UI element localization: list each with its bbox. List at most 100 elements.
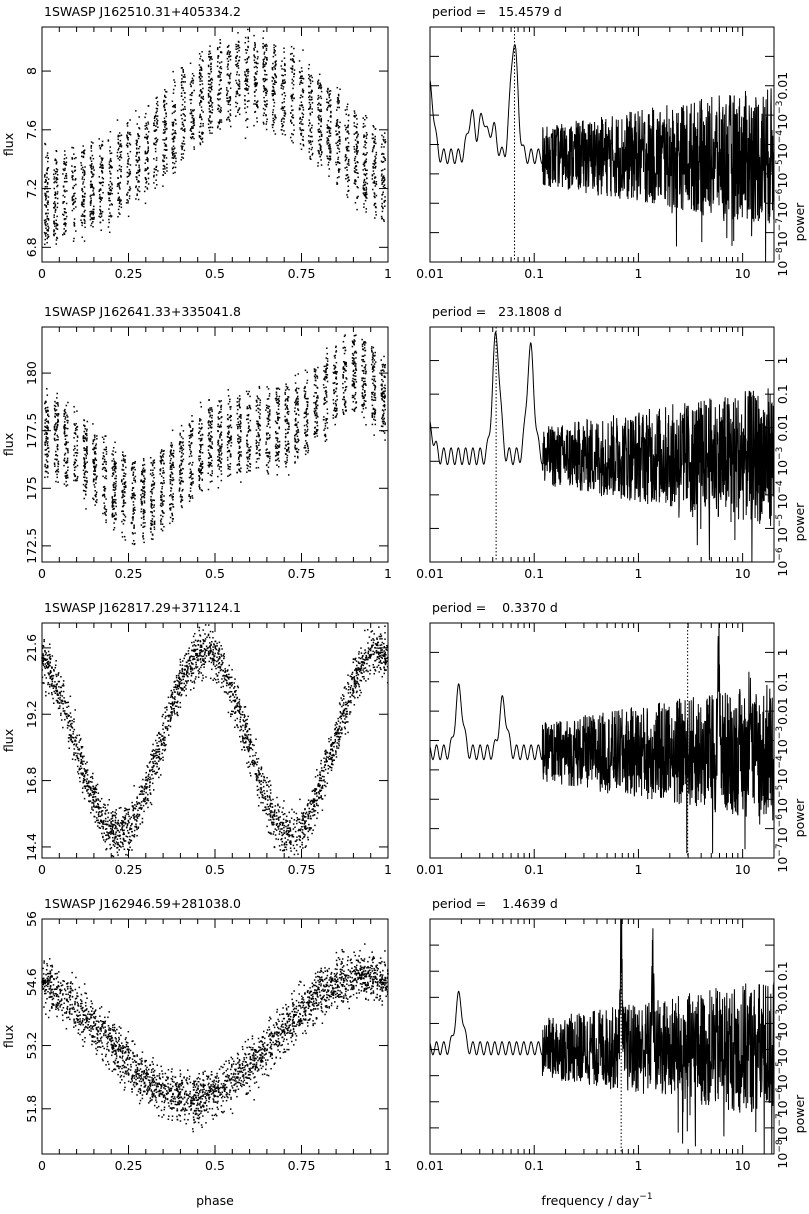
y-axis-label: flux: [1, 1025, 16, 1048]
x-tick-label: 0: [38, 266, 46, 281]
periodogram-2: period = 23.1808 d 0.01 0.1 1 10 10−6 10−5 10−4…: [416, 304, 807, 581]
y-axis-label: flux: [1, 433, 16, 456]
x-tick-label: 0.01: [416, 266, 444, 281]
x-tick-label: 10: [735, 266, 751, 281]
y-tick-label: 10−5: [775, 159, 790, 188]
x-tick-label: 1: [384, 566, 392, 581]
x-tick-label: 1: [634, 566, 642, 581]
y-tick-label: 19.2: [24, 700, 39, 728]
data-points: [44, 334, 387, 546]
x-tick-label: 10: [735, 1158, 751, 1173]
x-tick-label: 1: [384, 862, 392, 877]
y-tick-label: 10−8: [775, 1139, 790, 1168]
x-tick-label: 0.5: [205, 566, 225, 581]
phase-plot-title: 1SWASP J162946.59+281038.0: [44, 896, 241, 911]
periodogram-1: period = 15.4579 d 0.01 0.1 1 10 10−810−710−6…: [416, 4, 807, 281]
x-tick-label: 0.25: [115, 1158, 143, 1173]
y-tick-label: 0.1: [775, 384, 790, 404]
period-label: period = 23.1808 d: [432, 304, 562, 319]
plot-frame: [429, 918, 775, 1155]
y-tick-label: 10−5: [775, 514, 790, 543]
y-tick-label: 56: [24, 911, 39, 927]
y-tick-label: 53.2: [24, 1032, 39, 1060]
y-tick-label: 10−5: [775, 1061, 790, 1090]
x-tick-label: 10: [735, 862, 751, 877]
y-tick-label: 21.6: [24, 634, 39, 662]
y-tick-label: 177.5: [24, 413, 39, 449]
y-tick-label: 10−4: [775, 1035, 790, 1064]
y-tick-label: 14.4: [24, 833, 39, 861]
y-tick-label: 0.1: [775, 961, 790, 981]
x-tick-label: 0.75: [288, 566, 316, 581]
x-tick-label: 1: [384, 1158, 392, 1173]
plot-frame: [41, 622, 389, 859]
x-tick-label: 0.75: [288, 862, 316, 877]
y-axis-label: power: [792, 798, 807, 837]
period-label: period = 15.4579 d: [432, 4, 562, 19]
power-spectrum-line: [429, 918, 775, 1155]
y-tick-label: 10−3: [775, 726, 790, 755]
y-tick-label: 180: [24, 361, 39, 385]
y-tick-label: 8: [24, 67, 39, 75]
plot-frame: [41, 26, 389, 263]
y-tick-label: 10−6: [775, 1087, 790, 1116]
x-tick-label: 0.01: [416, 566, 444, 581]
phase-plot-1: 1SWASP J162510.31+405334.2 0 0.25 0.5 0.75 1 6…: [1, 4, 392, 281]
x-tick-label: 1: [384, 266, 392, 281]
y-tick-label: 10−6: [775, 814, 790, 843]
periodogram-3: period = 0.3370 d0.01 0.1 1 10 10−710−610−51…: [416, 600, 807, 877]
y-tick-label: 0.01: [775, 697, 790, 725]
y-tick-label: 10−7: [775, 843, 790, 872]
x-tick-label: 0: [38, 1158, 46, 1173]
y-tick-label: 10−3: [775, 1009, 790, 1038]
x-tick-label: 0.01: [416, 1158, 444, 1173]
y-tick-label: 7.2: [24, 179, 39, 199]
x-tick-label: 0.1: [524, 1158, 544, 1173]
x-tick-label: 0.75: [288, 266, 316, 281]
x-tick-label: 0.25: [115, 566, 143, 581]
y-tick-label: 175: [24, 476, 39, 500]
phase-plot-title: 1SWASP J162817.29+371124.1: [44, 600, 241, 615]
y-tick-label: 0.01: [775, 983, 790, 1011]
y-tick-label: 0.01: [775, 414, 790, 442]
y-tick-label: 10−7: [775, 1113, 790, 1142]
x-tick-label: 0.1: [524, 566, 544, 581]
x-tick-label: 0.1: [524, 266, 544, 281]
x-tick-label: 0: [38, 566, 46, 581]
phase-plot-3: 1SWASP J162817.29+371124.1 0 0.25 0.5 0.75 1 1…: [1, 600, 392, 877]
phase-plot-4: 1SWASP J162946.59+281038.0 0 0.25 0.5 0.75 1 5…: [1, 896, 392, 1173]
y-tick-label: 10−3: [775, 101, 790, 130]
y-tick-label: 10−6: [775, 188, 790, 217]
power-spectrum-line: [429, 622, 775, 854]
y-tick-label: 10−5: [775, 785, 790, 814]
y-tick-label: 16.8: [24, 767, 39, 795]
y-tick-label: 7.6: [24, 120, 39, 140]
y-tick-label: 10−3: [775, 447, 790, 476]
x-tick-label: 0.5: [205, 266, 225, 281]
phase-axis-label: phase: [196, 1193, 234, 1208]
data-points: [43, 28, 387, 246]
y-tick-label: 54.6: [24, 968, 39, 996]
phase-plot-2: 1SWASP J162641.33+335041.8 0 0.25 0.5 0.75 1 1…: [1, 304, 392, 581]
y-tick-label: 10−4: [775, 130, 790, 159]
phase-plot-title: 1SWASP J162510.31+405334.2: [44, 4, 241, 19]
y-tick-label: 0.1: [775, 672, 790, 692]
frequency-axis-label: frequency / day−1: [541, 1192, 652, 1208]
x-tick-label: 0.5: [205, 862, 225, 877]
data-points: [41, 624, 389, 858]
y-axis-label: flux: [1, 133, 16, 156]
y-tick-label: 1: [775, 648, 790, 656]
phase-plot-title: 1SWASP J162641.33+335041.8: [44, 304, 241, 319]
x-tick-label: 0.1: [524, 862, 544, 877]
power-spectrum-line: [429, 43, 775, 263]
x-tick-label: 1: [634, 862, 642, 877]
x-tick-label: 0.25: [115, 266, 143, 281]
plot-frame: [429, 326, 775, 563]
y-tick-label: 10−4: [775, 480, 790, 509]
x-tick-label: 0.5: [205, 1158, 225, 1173]
y-tick-label: 6.8: [24, 237, 39, 257]
y-tick-label: 1: [775, 357, 790, 365]
data-points: [41, 943, 389, 1133]
periodogram-4: period = 1.4639 d0.01 0.1 1 10 10−810−710−61…: [416, 896, 807, 1173]
